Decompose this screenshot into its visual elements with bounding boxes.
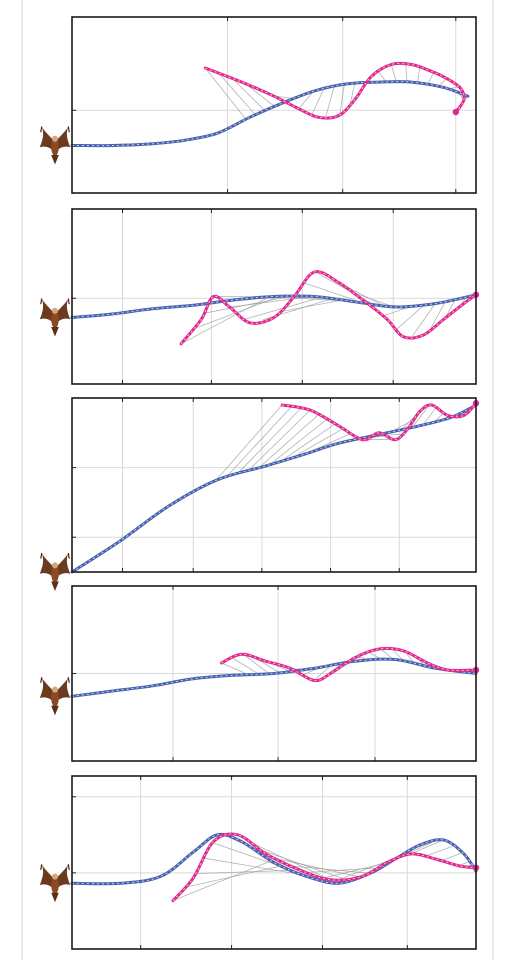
trajectory-panel [39,775,480,950]
pursuit-link [215,404,283,482]
pursuit-link [339,84,345,115]
hawk-icon [39,552,71,591]
pursuit-link [349,83,356,105]
target-path-dashes [71,404,477,573]
hawk-icon [39,677,71,716]
panel-background [72,398,476,572]
pursuer-path-dashes [205,62,465,119]
pursuit-link [427,72,434,85]
panel-frame [71,208,477,385]
pursuit-link [396,304,426,330]
panels [39,16,480,950]
pursuit-link [311,88,325,115]
pursuit-link [232,657,259,675]
pursuit-link [232,78,266,111]
pursuer-path [280,401,478,442]
pursuit-link [172,860,272,901]
pursuit-link [236,408,302,475]
pursuit-link [313,664,332,681]
pursuit-link [422,407,437,426]
pursuit-link [325,86,335,117]
pursuit-link [225,406,292,478]
pursuit-link [275,857,359,878]
pursuer-path [171,832,478,903]
pursuit-link [184,865,282,888]
pursuit-link [291,428,344,459]
pursuit-link [245,83,275,107]
pursuit-link [247,409,311,472]
pursuit-link [180,296,270,345]
pursuit-link [258,414,319,469]
pursuit-link [417,67,421,84]
panel-frame [71,16,477,194]
target-path-dashes [71,294,477,318]
pursuit-link [291,865,370,874]
pursuer-path-dashes [180,271,477,345]
pursuit-link [218,73,256,116]
pursuit-link [424,845,453,857]
pursuer-path-dashes [221,647,477,682]
pursuit-link [195,869,293,874]
hawk-icon [39,864,71,903]
trajectory-panel [39,397,480,591]
trajectory-panel [39,585,480,762]
panel-frame [71,397,477,573]
panel-frame [71,585,477,762]
target-path-dashes [71,81,469,147]
pursuit-link [390,64,397,83]
pursuit-link [352,292,394,308]
pursuer-end-point [452,108,459,116]
trajectory-panel [39,208,480,385]
pursuit-link [244,839,337,884]
pursuit-link [204,67,247,120]
pursuit-link [244,654,270,675]
pursuit-link [204,857,304,876]
pursuit-link [405,64,408,83]
hawk-icon [39,126,71,165]
pursuit-link [429,301,446,331]
target-path-dashes [71,833,477,885]
hawk-icon [39,298,71,337]
pursuit-link [221,662,249,675]
pursuit-link [269,418,328,466]
pursuit-link [279,299,342,313]
pursuit-link [412,303,436,337]
pursuit-link [411,406,429,428]
target-path [70,657,478,698]
panel-frame [71,775,477,950]
pursuit-link [441,852,463,862]
pursuit-link [304,282,363,304]
pursuit-link [298,90,314,109]
pursuit-link [280,423,336,462]
trajectory-panel [39,16,477,194]
